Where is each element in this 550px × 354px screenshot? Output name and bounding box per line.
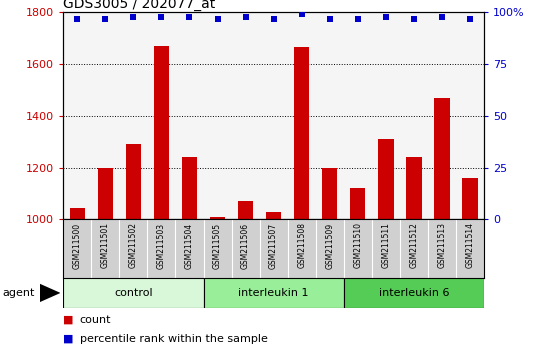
Point <box>270 16 278 22</box>
Bar <box>266 212 282 219</box>
Bar <box>350 188 366 219</box>
Text: GSM211500: GSM211500 <box>73 222 82 269</box>
Text: GSM211502: GSM211502 <box>129 222 138 268</box>
Bar <box>182 157 197 219</box>
Text: GSM211512: GSM211512 <box>409 222 419 268</box>
Text: GSM211504: GSM211504 <box>185 222 194 269</box>
Point <box>241 14 250 19</box>
Bar <box>322 168 338 219</box>
Bar <box>406 157 422 219</box>
Text: GSM211514: GSM211514 <box>465 222 475 268</box>
Bar <box>294 47 310 219</box>
Bar <box>204 278 344 308</box>
Bar <box>125 144 141 219</box>
Point <box>101 16 110 22</box>
Point <box>353 16 362 22</box>
Polygon shape <box>40 284 60 302</box>
Text: GDS3005 / 202077_at: GDS3005 / 202077_at <box>63 0 216 11</box>
Point <box>438 14 447 19</box>
Text: GSM211510: GSM211510 <box>353 222 362 268</box>
Text: percentile rank within the sample: percentile rank within the sample <box>80 333 268 344</box>
Bar <box>462 178 478 219</box>
Text: control: control <box>114 288 153 298</box>
Bar <box>378 139 394 219</box>
Point <box>157 14 166 19</box>
Point <box>297 12 306 17</box>
Bar <box>210 217 226 219</box>
Point <box>213 16 222 22</box>
Bar <box>153 46 169 219</box>
Point <box>465 16 474 22</box>
Text: count: count <box>80 315 111 325</box>
Point <box>185 14 194 19</box>
Text: GSM211505: GSM211505 <box>213 222 222 269</box>
Text: GSM211506: GSM211506 <box>241 222 250 269</box>
Point <box>409 16 418 22</box>
Text: GSM211501: GSM211501 <box>101 222 110 268</box>
Text: GSM211508: GSM211508 <box>297 222 306 268</box>
Text: interleukin 1: interleukin 1 <box>238 288 309 298</box>
Text: ■: ■ <box>63 315 74 325</box>
Text: GSM211511: GSM211511 <box>381 222 390 268</box>
Bar <box>69 208 85 219</box>
Text: agent: agent <box>3 288 35 298</box>
Bar <box>434 98 450 219</box>
Point <box>382 14 390 19</box>
Bar <box>63 278 204 308</box>
Bar <box>238 201 254 219</box>
Text: GSM211513: GSM211513 <box>437 222 447 268</box>
Text: interleukin 6: interleukin 6 <box>378 288 449 298</box>
Point <box>326 16 334 22</box>
Point <box>73 16 82 22</box>
Text: GSM211509: GSM211509 <box>325 222 334 269</box>
Bar <box>344 278 484 308</box>
Bar <box>97 168 113 219</box>
Text: ■: ■ <box>63 333 74 344</box>
Text: GSM211503: GSM211503 <box>157 222 166 269</box>
Text: GSM211507: GSM211507 <box>269 222 278 269</box>
Point <box>129 14 138 19</box>
